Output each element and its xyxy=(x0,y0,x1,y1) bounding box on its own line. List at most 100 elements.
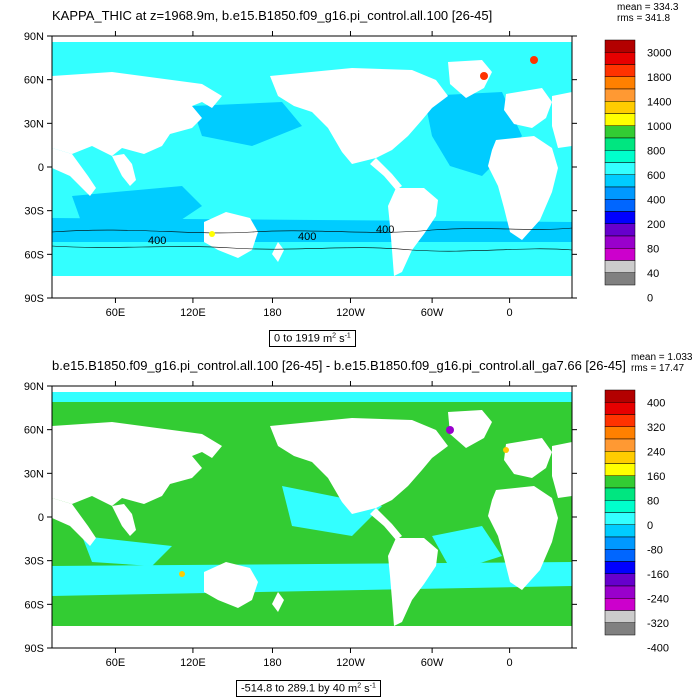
panel1-colorbar-swatch xyxy=(604,248,636,261)
panel2-colorbar-swatch xyxy=(604,585,636,599)
panel1-colorbar-swatch xyxy=(604,223,636,237)
panel2-range-text: -514.8 to 289.1 by 40 xyxy=(241,682,345,695)
panel1-mean: mean = 334.3 xyxy=(617,2,679,13)
panel1-map: 400 400 400 xyxy=(51,35,573,299)
panel1-colorbar-swatch xyxy=(604,64,636,77)
panel1-colorbar-label: 800 xyxy=(647,145,665,157)
panel1-hotspot xyxy=(530,56,538,64)
panel2-colorbar-label: -160 xyxy=(647,569,669,581)
panel1-colorbar-swatch xyxy=(604,199,636,212)
panel1-hotspot xyxy=(209,231,215,237)
panel2-region-cyan-southern xyxy=(52,562,572,596)
panel2-region-cyan-indian xyxy=(82,536,172,566)
panel1-colorbar-label: 1800 xyxy=(647,72,671,84)
panel1-lat-label: 0 xyxy=(38,162,44,174)
panel2-colorbar-swatch xyxy=(604,512,636,525)
panel2-lat-label: 60N xyxy=(24,425,44,437)
panel2-colorbar-swatch xyxy=(604,426,636,440)
panel1-colorbar-label: 1400 xyxy=(647,96,671,108)
panel1-region-dark-indian xyxy=(72,186,202,226)
panel2-colorbar-swatch xyxy=(604,561,636,574)
panel1-contour-label: 400 xyxy=(298,231,316,243)
panel2-colorbar-swatch xyxy=(604,536,636,550)
panel2-colorbar-label: -80 xyxy=(647,544,663,556)
panel1-contour-label: 400 xyxy=(376,224,394,236)
panel2-colorbar-label: 240 xyxy=(647,446,665,458)
panel2-colorbar-swatch xyxy=(604,402,636,415)
panel1-lon-label: 0 xyxy=(507,307,513,319)
panel1-colorbar-label: 400 xyxy=(647,194,665,206)
panel2-lat-label: 30N xyxy=(24,468,44,480)
panel2-lat-label: 30S xyxy=(24,556,44,568)
panel1-contour-line xyxy=(51,245,573,252)
panel2-colorbar-label: 0 xyxy=(647,520,653,532)
panel1-colorbar-swatch xyxy=(604,76,636,90)
panel2-lon-label: 120E xyxy=(180,657,206,669)
panel2-lon-label: 60W xyxy=(421,657,444,669)
panel2-mean: mean = 1.033 xyxy=(631,352,693,363)
panel1-axes: 90N 60N 30N 0 30S 60S 90S 60E 120E 180 120W 60W 0 xyxy=(24,31,577,319)
panel2-colorbar-swatch xyxy=(604,573,636,587)
panel1-contour-label: 400 xyxy=(148,235,166,247)
panel1-lat-label: 30N xyxy=(24,118,44,130)
panel2-colorbar-swatch xyxy=(604,500,636,513)
panel1-lat-label: 60S xyxy=(24,249,44,261)
panel2-colorbar-swatch xyxy=(604,414,636,427)
panel1-colorbar-label: 0 xyxy=(647,292,653,304)
panel2-colorbar-swatch xyxy=(604,622,636,636)
panel1-colorbar-label: 3000 xyxy=(647,47,671,59)
panel1-colorbar-swatch xyxy=(604,260,636,273)
panel2-anomaly xyxy=(503,447,509,453)
panel2-map xyxy=(51,385,573,649)
panel2-lon-label: 180 xyxy=(263,657,281,669)
panel2-units: m2 s-1 xyxy=(348,682,376,695)
panel2-lon-label: 0 xyxy=(507,657,513,669)
panel2-colorbar-label: 160 xyxy=(647,471,665,483)
panel1-colorbar-swatch xyxy=(604,272,636,286)
panel1-region-dark-pacific xyxy=(192,102,302,146)
panel1-colorbar-label: 80 xyxy=(647,243,659,255)
panel2-colorbar-swatch xyxy=(604,475,636,489)
panel2-region-cyan-arctic xyxy=(52,392,572,402)
panel2-colorbar-label: 80 xyxy=(647,495,659,507)
panel1-colorbar-swatch xyxy=(604,39,636,53)
panel2-lat-label: 0 xyxy=(38,512,44,524)
panel2-colorbar-swatch xyxy=(604,463,636,476)
panel1-lat-label: 90S xyxy=(24,293,44,305)
panel2-region-cyan-pacific xyxy=(282,486,382,536)
panel1-colorbar-swatch xyxy=(604,235,636,249)
panel2-colorbar-swatch xyxy=(604,451,636,464)
panel2-colorbar-swatch xyxy=(604,549,636,562)
panel1-lat-label: 90N xyxy=(24,31,44,43)
panel1-lon-label: 60W xyxy=(421,307,444,319)
panel2-axes: 90N 60N 30N 0 30S 60S 90S 60E 120E 180 120W 60W 0 xyxy=(24,381,577,669)
panel2-colorbar-swatch xyxy=(604,438,636,452)
panel1-title: KAPPA_THIC at z=1968.9m, b.e15.B1850.f09… xyxy=(52,8,493,23)
panel1-lat-label: 30S xyxy=(24,206,44,218)
panel2-anomaly xyxy=(446,426,454,434)
panel1-colorbar-swatch xyxy=(604,162,636,175)
panel1-lon-label: 120W xyxy=(336,307,365,319)
panel1-colorbar-swatch xyxy=(604,174,636,188)
panel2-colorbar-swatch xyxy=(604,487,636,501)
panel2-lat-label: 90S xyxy=(24,643,44,655)
panel2-region-cyan-atlantic xyxy=(432,526,502,572)
panel1-lon-label: 120E xyxy=(180,307,206,319)
panel1-range-text: 0 to 1919 xyxy=(274,332,320,345)
panel1-colorbar-swatch xyxy=(604,113,636,126)
panel2-colorbar-swatch xyxy=(604,389,636,403)
panel1-colorbar-swatch xyxy=(604,186,636,200)
panel2-anomaly xyxy=(179,571,185,577)
panel2-rms: rms = 17.47 xyxy=(631,363,685,374)
panel2-lon-label: 60E xyxy=(106,657,126,669)
panel2-colorbar-swatch xyxy=(604,610,636,623)
panel1-contour-line xyxy=(51,227,573,234)
panel1-colorbar-swatch xyxy=(604,150,636,163)
panel1-colorbar-label: 600 xyxy=(647,170,665,182)
panel1-colorbar-label: 1000 xyxy=(647,121,671,133)
panel1-region-dark-southern xyxy=(52,218,572,242)
panel1-lon-label: 60E xyxy=(106,307,126,319)
panel2-colorbar-label: 400 xyxy=(647,397,665,409)
